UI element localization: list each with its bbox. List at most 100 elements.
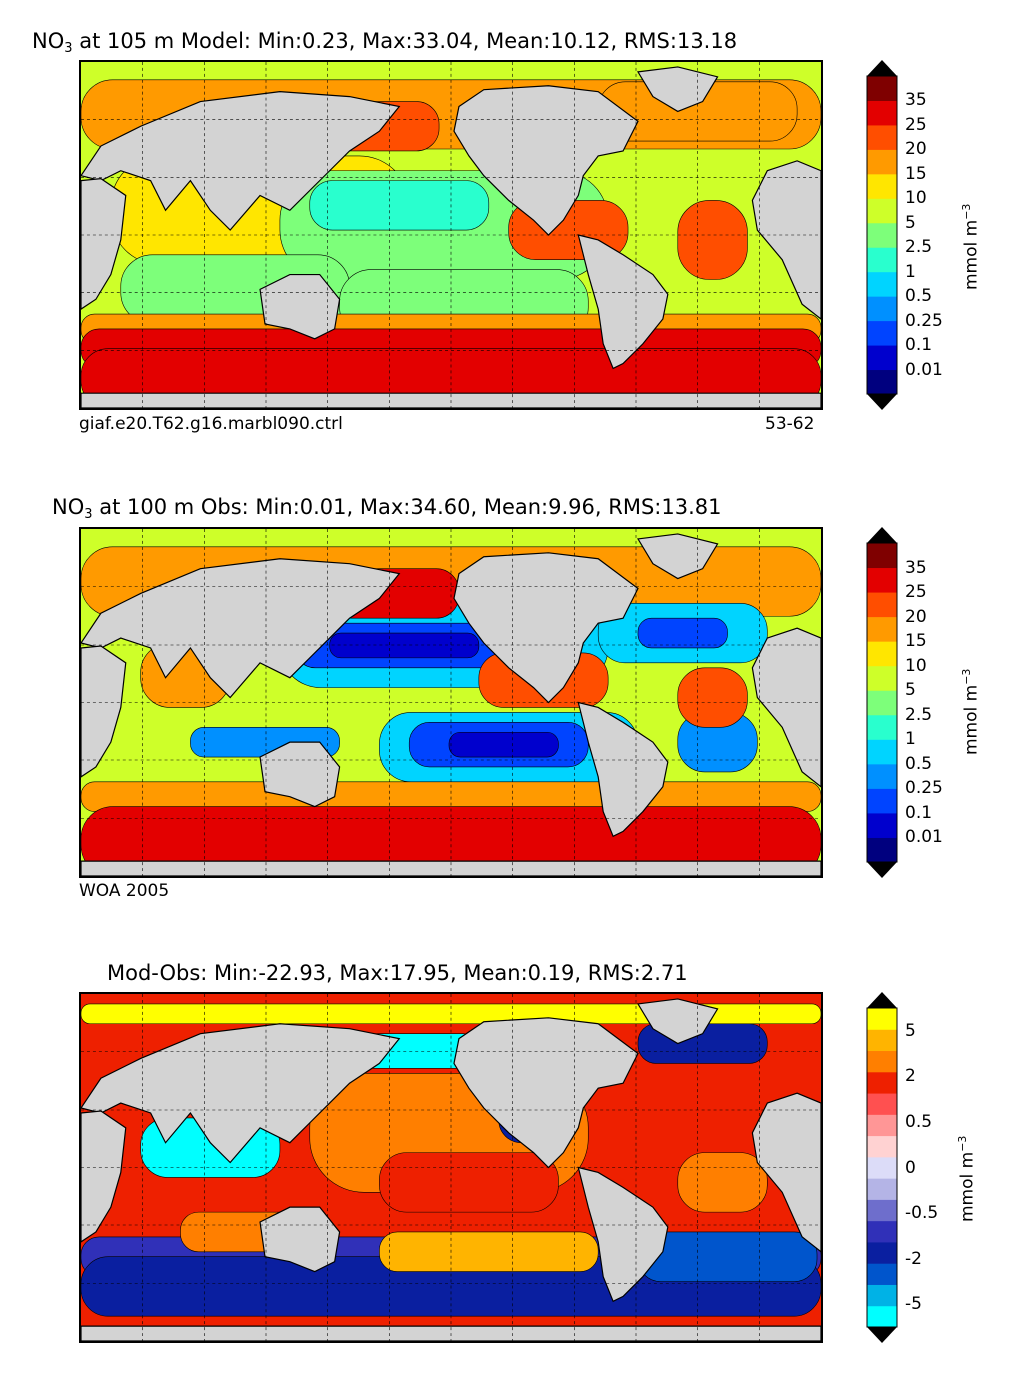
colorbar-swatch — [867, 1241, 897, 1264]
colorbar-tick-label: 25 — [905, 114, 927, 135]
land-mask — [259, 1206, 341, 1273]
land-mask — [751, 1092, 821, 1253]
colorbar-tick-label: 5 — [905, 680, 916, 701]
panel-2-field — [81, 529, 821, 876]
panel-1-colorbar-swatches — [866, 60, 898, 410]
colorbar-swatch — [867, 788, 897, 814]
colorbar-swatch — [867, 1284, 897, 1307]
colorbar-tick-label: 2.5 — [905, 237, 933, 258]
colorbar-swatch — [867, 1220, 897, 1243]
colorbar-swatch — [867, 1156, 897, 1179]
land-mask — [81, 1023, 401, 1164]
colorbar-tick-label: 15 — [905, 631, 927, 652]
land-mask — [259, 741, 341, 808]
colorbar-swatch — [867, 320, 897, 346]
colorbar-swatch — [867, 222, 897, 248]
colorbar-swatch — [867, 345, 897, 371]
colorbar-swatch — [867, 592, 897, 618]
colorbar-tick-label: 0.01 — [905, 359, 943, 380]
land-mask — [81, 1110, 127, 1243]
colorbar-swatch — [867, 124, 897, 150]
land-mask — [81, 558, 401, 699]
colorbar-tick-label: 10 — [905, 655, 927, 676]
colorbar-extend-max-arrow — [867, 992, 897, 1008]
colorbar-swatch — [867, 369, 897, 395]
panel-1-years-label: 53-62 — [765, 414, 815, 434]
colorbar-tick-label: 20 — [905, 139, 927, 160]
colorbar-tick-label: -0.5 — [905, 1203, 939, 1224]
land-mask — [81, 91, 401, 231]
panel-2-source-label: WOA 2005 — [79, 881, 170, 901]
colorbar-swatch — [867, 1263, 897, 1285]
land-mask — [81, 178, 127, 310]
colorbar-tick-label: 0.25 — [905, 778, 943, 799]
land-mask — [751, 627, 821, 788]
colorbar-swatch — [867, 812, 897, 838]
colorbar-frame — [866, 75, 898, 395]
colorbar-swatch — [867, 1199, 897, 1222]
panel-1-title: NO3 at 105 m Model: Min:0.23, Max:33.04,… — [32, 29, 738, 56]
panel-1-map — [79, 60, 823, 410]
colorbar-tick-label: 15 — [905, 163, 927, 184]
colorbar-swatch — [867, 641, 897, 667]
colorbar-tick-label: 0.25 — [905, 310, 943, 331]
panel-1-field — [81, 62, 821, 408]
land-mask — [453, 1017, 639, 1169]
colorbar-swatch — [867, 296, 897, 322]
colorbar-tick-label: 1 — [905, 261, 916, 282]
colorbar-swatch — [867, 1050, 897, 1073]
colorbar-swatch — [867, 616, 897, 642]
panel-3-colorbar — [866, 992, 898, 1343]
colorbar-swatch — [867, 149, 897, 175]
land-mask — [577, 701, 669, 838]
field-contour-region — [448, 731, 559, 758]
colorbar-tick-label: 0.5 — [905, 286, 933, 307]
colorbar-swatch — [867, 247, 897, 273]
field-contour-region — [379, 1231, 599, 1272]
panel-1-case-label: giaf.e20.T62.g16.marbl090.ctrl — [79, 414, 343, 434]
panel-3-map — [79, 992, 823, 1343]
colorbar-swatch — [867, 1135, 897, 1158]
colorbar-tick-label: 25 — [905, 582, 927, 603]
colorbar-tick-label: 2 — [905, 1066, 916, 1087]
panel-3-colorbar-swatches — [866, 992, 898, 1343]
colorbar-swatch — [867, 567, 897, 593]
colorbar-swatch — [867, 1029, 897, 1052]
colorbar-swatch — [867, 173, 897, 199]
land-mask — [577, 234, 669, 370]
field-contour-region — [309, 180, 490, 231]
land-mask — [81, 645, 127, 778]
field-contour-region — [637, 617, 728, 649]
land-mask — [751, 160, 821, 320]
colorbar-swatch — [867, 763, 897, 789]
colorbar-tick-label: 0.5 — [905, 1111, 933, 1132]
colorbar-swatch — [867, 543, 897, 569]
colorbar-tick-label: 5 — [905, 1020, 916, 1041]
colorbar-tick-label: 0.5 — [905, 753, 933, 774]
colorbar-swatch — [867, 690, 897, 716]
colorbar-tick-label: 0.1 — [905, 335, 933, 356]
field-contour-region — [329, 632, 480, 659]
colorbar-tick-label: 0.1 — [905, 802, 933, 823]
colorbar-extend-min-arrow — [867, 1327, 897, 1343]
colorbar-swatch — [867, 1071, 897, 1094]
colorbar-extend-max-arrow — [867, 60, 897, 76]
panel-2-colorbar-swatches — [866, 527, 898, 878]
colorbar-tick-label: 0 — [905, 1157, 916, 1178]
panel-2-map — [79, 527, 823, 878]
panel-1-units-label: mmol m−3 — [960, 203, 982, 290]
land-mask — [453, 85, 639, 236]
panel-2-colorbar — [866, 527, 898, 878]
panel-3-field — [81, 994, 821, 1341]
colorbar-frame — [866, 542, 898, 863]
colorbar-swatch — [867, 1305, 897, 1328]
field-contour-region — [677, 667, 748, 728]
colorbar-frame — [866, 1007, 898, 1328]
field-contour-region — [677, 200, 748, 280]
colorbar-tick-label: 0.01 — [905, 827, 943, 848]
colorbar-tick-label: 35 — [905, 557, 927, 578]
panel-3-title: Mod-Obs: Min:-22.93, Max:17.95, Mean:0.1… — [107, 961, 688, 985]
panel-3-units-label: mmol m−3 — [956, 1135, 978, 1222]
land-mask — [577, 1166, 669, 1303]
colorbar-swatch — [867, 100, 897, 126]
